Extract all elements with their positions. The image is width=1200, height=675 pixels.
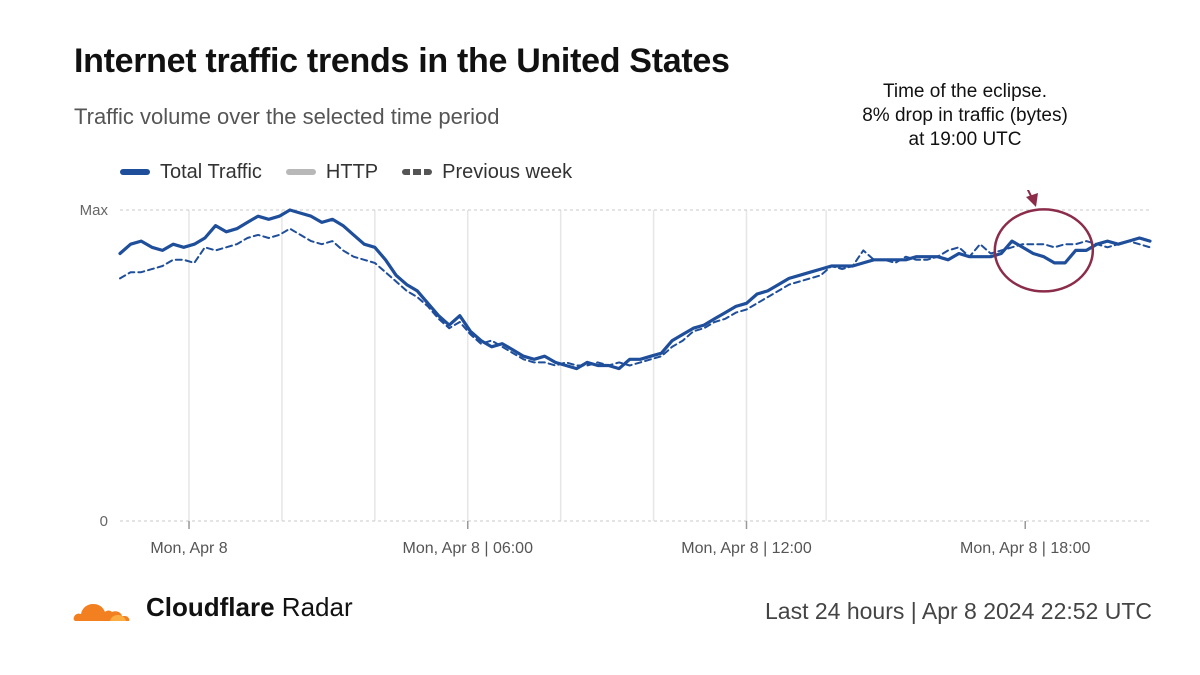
legend-item-http[interactable]: HTTP [285, 160, 379, 184]
eclipse-annotation: Time of the eclipse. 8% drop in traffic … [835, 80, 1095, 152]
page-subtitle: Traffic volume over the selected time pe… [74, 104, 500, 129]
legend-item-previous-week[interactable]: Previous week [402, 161, 572, 184]
annotation-arrow-head [1026, 193, 1038, 207]
y-tick-label-1: Max [80, 202, 109, 219]
legend-label-total-traffic: Total Traffic [160, 160, 262, 183]
series-line-total-traffic [118, 208, 1152, 371]
legend-item-total-traffic[interactable]: Total Traffic [120, 161, 262, 184]
brand-name: Cloudflare Radar [146, 592, 353, 623]
annotation-arrow-line [1026, 190, 1035, 203]
chart-legend: Total Traffic HTTP Previous week [120, 158, 572, 186]
brand-name-bold: Cloudflare [146, 592, 275, 622]
x-tick-label-1: Mon, Apr 8 | 06:00 [403, 540, 534, 557]
y-tick-label-0: 0 [100, 513, 108, 530]
x-tick-label-3: Mon, Apr 8 | 18:00 [960, 540, 1091, 557]
time-period-label: Last 24 hours | Apr 8 2024 22:52 UTC [765, 598, 1152, 624]
brand-name-rest: Radar [274, 592, 353, 622]
x-tick-label-2: Mon, Apr 8 | 12:00 [681, 540, 812, 557]
traffic-line-chart: 0 Max Mon, Apr 8 Mon, Apr 8 | 06:00 Mon, Apr… [80, 190, 1152, 557]
series-line-previous-week [119, 227, 1151, 367]
legend-label-http: HTTP [325, 160, 379, 183]
annotation-line-2: 8% drop in traffic (bytes) [862, 105, 1068, 126]
cloudflare-cloud-icon [73, 603, 130, 621]
legend-swatch-total-traffic [120, 169, 150, 175]
annotation-line-3: at 19:00 UTC [908, 129, 1022, 150]
eclipse-highlight-circle [993, 208, 1095, 293]
legend-swatch-http [285, 169, 316, 175]
annotation-line-1: Time of the eclipse. [882, 81, 1048, 102]
legend-label-previous-week: Previous week [442, 160, 573, 183]
legend-swatch-previous-week [402, 169, 433, 175]
x-tick-label-0: Mon, Apr 8 [150, 540, 227, 557]
page-title: Internet traffic trends in the United St… [74, 42, 730, 80]
cloudflare-radar-logo: Cloudflare Radar [72, 592, 353, 623]
